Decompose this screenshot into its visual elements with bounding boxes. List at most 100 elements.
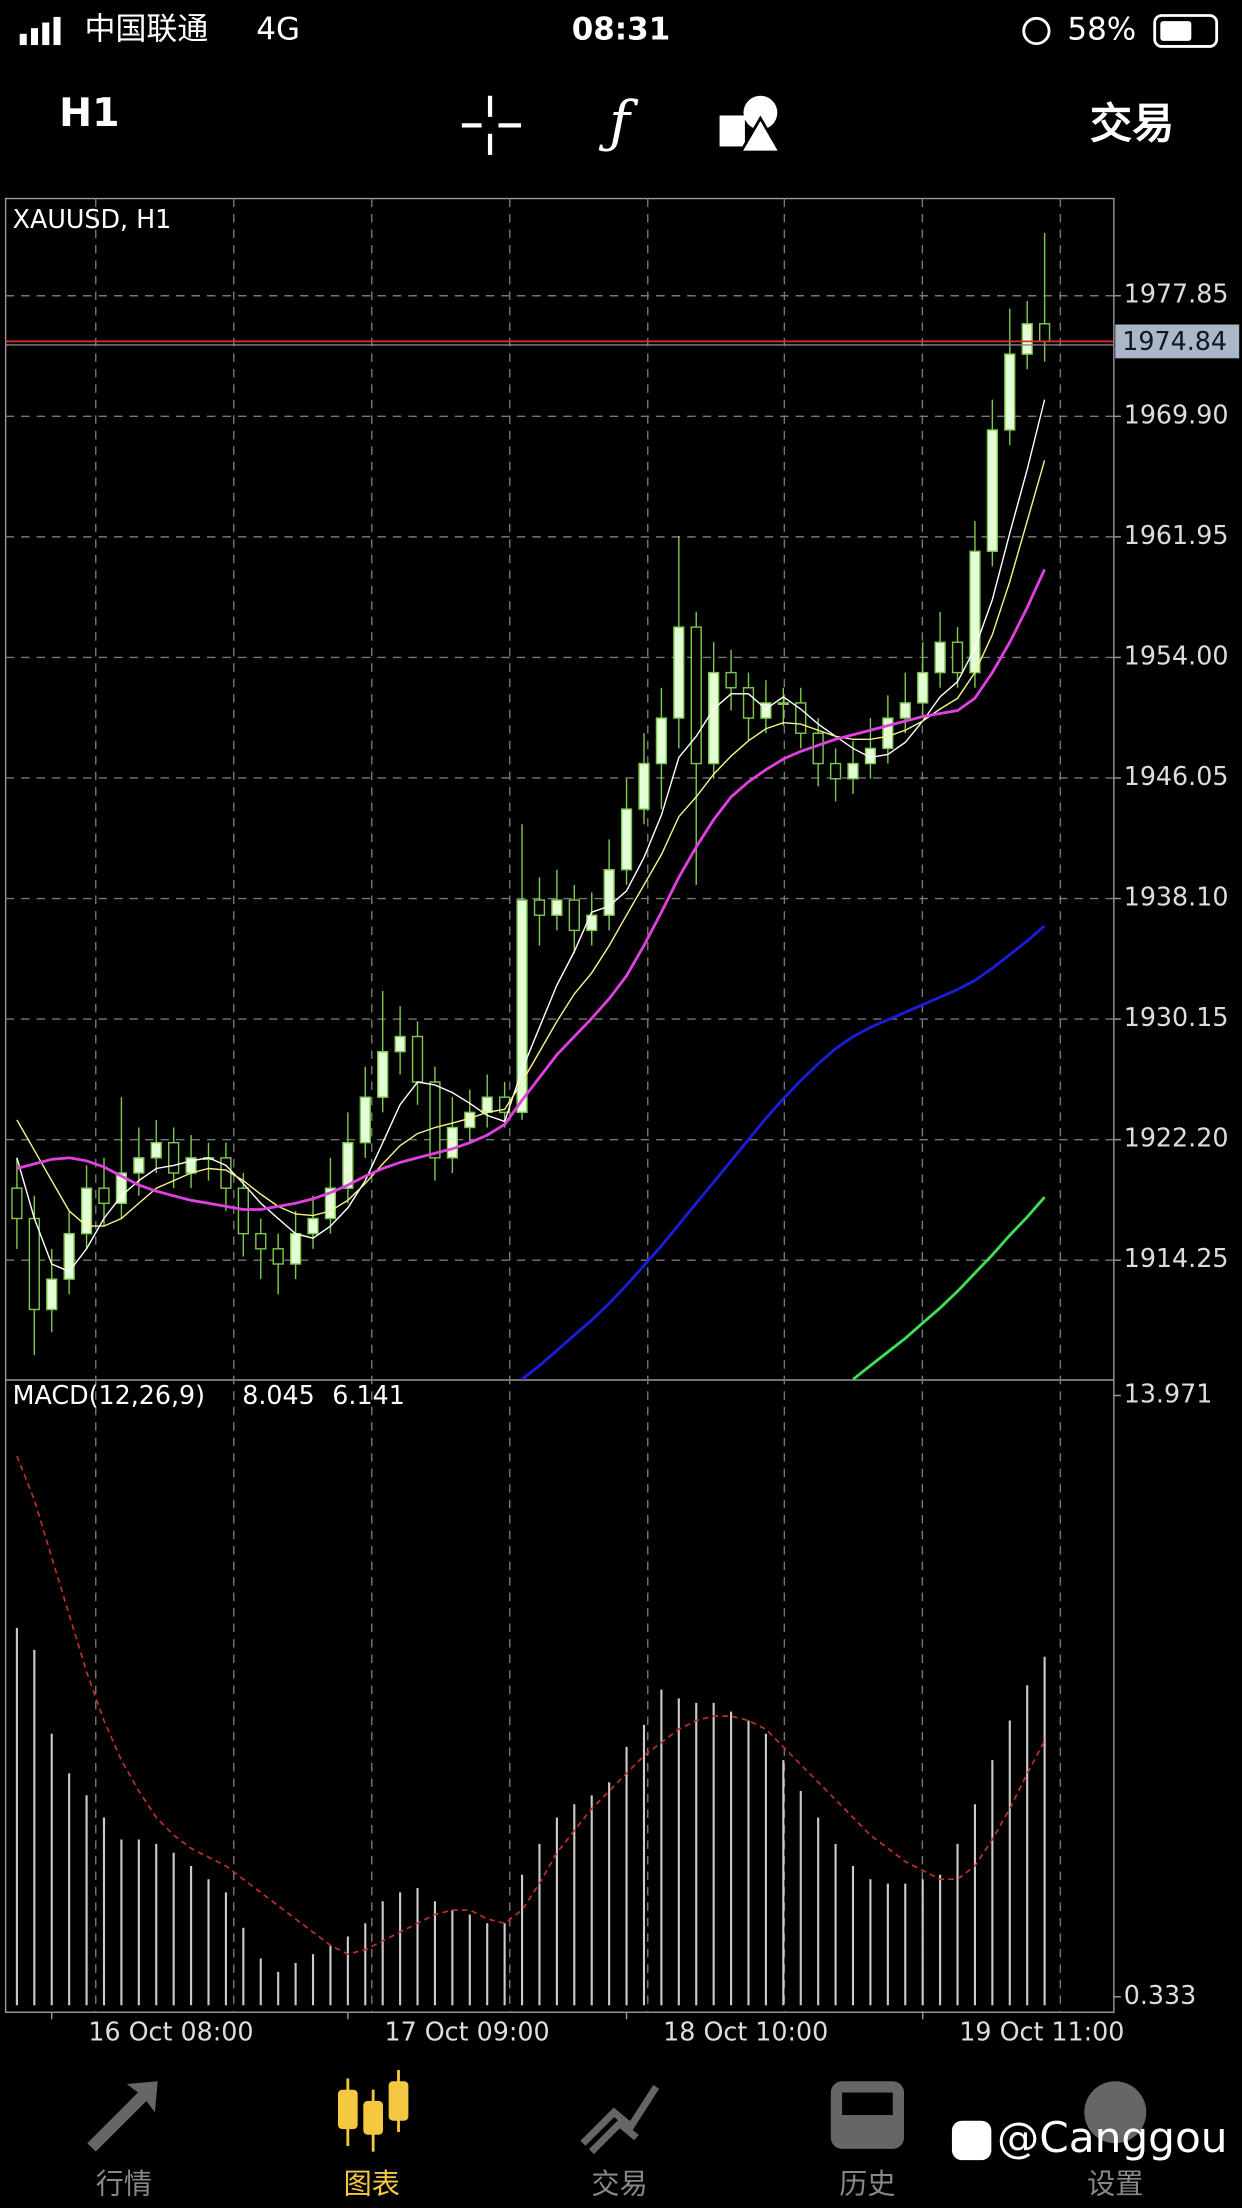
nav-bar: 行情 图表 交易 历史 设置	[96, 2167, 1144, 2200]
clock: 08:31	[572, 11, 671, 47]
candle-body	[150, 1141, 162, 1159]
ma-line	[16, 568, 1046, 1211]
candle-body	[46, 1278, 58, 1311]
candle-body	[168, 1141, 180, 1174]
candle-body	[568, 899, 580, 932]
signal-icon	[19, 16, 61, 46]
time-grid	[95, 198, 1062, 2013]
candle-body	[1004, 353, 1016, 431]
nav-item[interactable]: 设置	[1087, 2167, 1143, 2200]
candle-body	[882, 717, 894, 750]
x-tick-label: 19 Oct 11:00	[959, 2016, 1124, 2046]
candle-body	[638, 762, 650, 810]
crosshair-button[interactable]	[461, 95, 522, 155]
candle-body	[829, 762, 842, 780]
nav-icons	[87, 2070, 1147, 2155]
trade-button[interactable]: 交易	[1090, 99, 1174, 148]
ma-line-thin	[16, 460, 1046, 1227]
nav-item[interactable]: 图表	[344, 2167, 400, 2200]
y-tick-label: 1954.00	[1124, 640, 1229, 670]
candle-body	[272, 1248, 284, 1265]
candle-body	[1038, 323, 1051, 343]
candle-body	[220, 1157, 232, 1189]
network: 4G	[256, 11, 300, 47]
macd-y-tick-label: 13.971	[1124, 1378, 1213, 1408]
candle-body	[760, 702, 772, 719]
battery-icon	[1153, 14, 1219, 48]
y-tick-label: 1977.85	[1124, 279, 1229, 309]
carrier: 中国联通	[84, 11, 208, 47]
nav-icon-history	[830, 2081, 905, 2149]
timeframe-button[interactable]: H1	[59, 90, 119, 136]
candle-body	[289, 1232, 302, 1265]
ma-line	[521, 924, 1046, 1380]
plot-area: 1977.85 1969.90 1961.95 1954.00 1946.05 1938.…	[5, 232, 1240, 2046]
candle-body	[986, 429, 998, 552]
candle-body	[255, 1232, 267, 1250]
candle-body	[1021, 323, 1033, 355]
watermark: @Canggou	[997, 2113, 1228, 2162]
candle-body	[551, 899, 563, 916]
battery-level	[1160, 21, 1192, 41]
candle-body	[777, 702, 789, 706]
macd-signal-line	[16, 1455, 1046, 1956]
y-tick-label: 1961.95	[1124, 520, 1229, 550]
nav-icon-settings	[1084, 2081, 1147, 2144]
candle-body	[80, 1187, 93, 1235]
chart-title: XAUUSD, H1	[13, 204, 172, 234]
watermark-icon-letter: f	[965, 2124, 979, 2160]
watermark-icon	[951, 2120, 992, 2161]
macd-label: MACD(12,26,9)	[13, 1380, 205, 1410]
nav-item[interactable]: 历史	[839, 2167, 895, 2200]
candle-body	[899, 702, 911, 719]
y-tick-label: 1969.90	[1124, 399, 1229, 429]
candle-body	[655, 717, 668, 765]
candle-body	[481, 1096, 493, 1114]
y-tick-label: 1930.15	[1124, 1002, 1229, 1032]
y-tick-label: 1946.05	[1124, 761, 1229, 791]
candle-body	[795, 702, 807, 734]
candle-body	[98, 1187, 110, 1205]
candle-body	[742, 687, 755, 719]
nav-icon-trade	[580, 2084, 660, 2155]
y-tick-label: 1938.10	[1124, 882, 1229, 912]
candle-body	[377, 1050, 389, 1098]
candle-body	[516, 899, 528, 1114]
candle-body	[411, 1035, 424, 1083]
nav-item[interactable]: 行情	[96, 2167, 152, 2200]
x-tick-label: 16 Oct 08:00	[88, 2016, 253, 2046]
y-tick-label: 1922.20	[1124, 1123, 1229, 1153]
chart-frame	[4, 197, 1115, 2013]
candle-body	[725, 671, 737, 689]
candle-body	[63, 1232, 75, 1280]
candle-body	[324, 1187, 337, 1220]
candle-body	[690, 626, 702, 765]
macd-value: 8.045	[242, 1380, 315, 1410]
x-tick-label: 17 Oct 09:00	[384, 2016, 549, 2046]
candle-body	[115, 1172, 128, 1205]
candle-body	[133, 1157, 145, 1174]
ma-line-thin	[16, 399, 1046, 1273]
candle-body	[812, 732, 824, 765]
candle-body	[359, 1096, 371, 1144]
candle-body	[934, 641, 946, 674]
candle-body	[586, 914, 598, 932]
candle-body	[951, 641, 964, 674]
battery-percent: 58%	[1067, 11, 1136, 47]
rotation-lock-icon	[1022, 16, 1051, 46]
ma-line	[852, 1196, 1046, 1380]
y-tick-label: 1914.25	[1124, 1243, 1229, 1273]
candle-body	[446, 1126, 459, 1159]
macd-signal-value: 6.141	[332, 1380, 405, 1410]
candle-body	[917, 671, 929, 704]
candle-body	[11, 1187, 23, 1220]
candle-body	[533, 899, 546, 916]
candle-body	[603, 869, 615, 916]
macd-y-tick-label: 0.333	[1124, 1980, 1197, 2010]
nav-item[interactable]: 交易	[591, 2167, 647, 2200]
candle-body	[708, 671, 720, 765]
objects-button[interactable]	[719, 95, 783, 154]
